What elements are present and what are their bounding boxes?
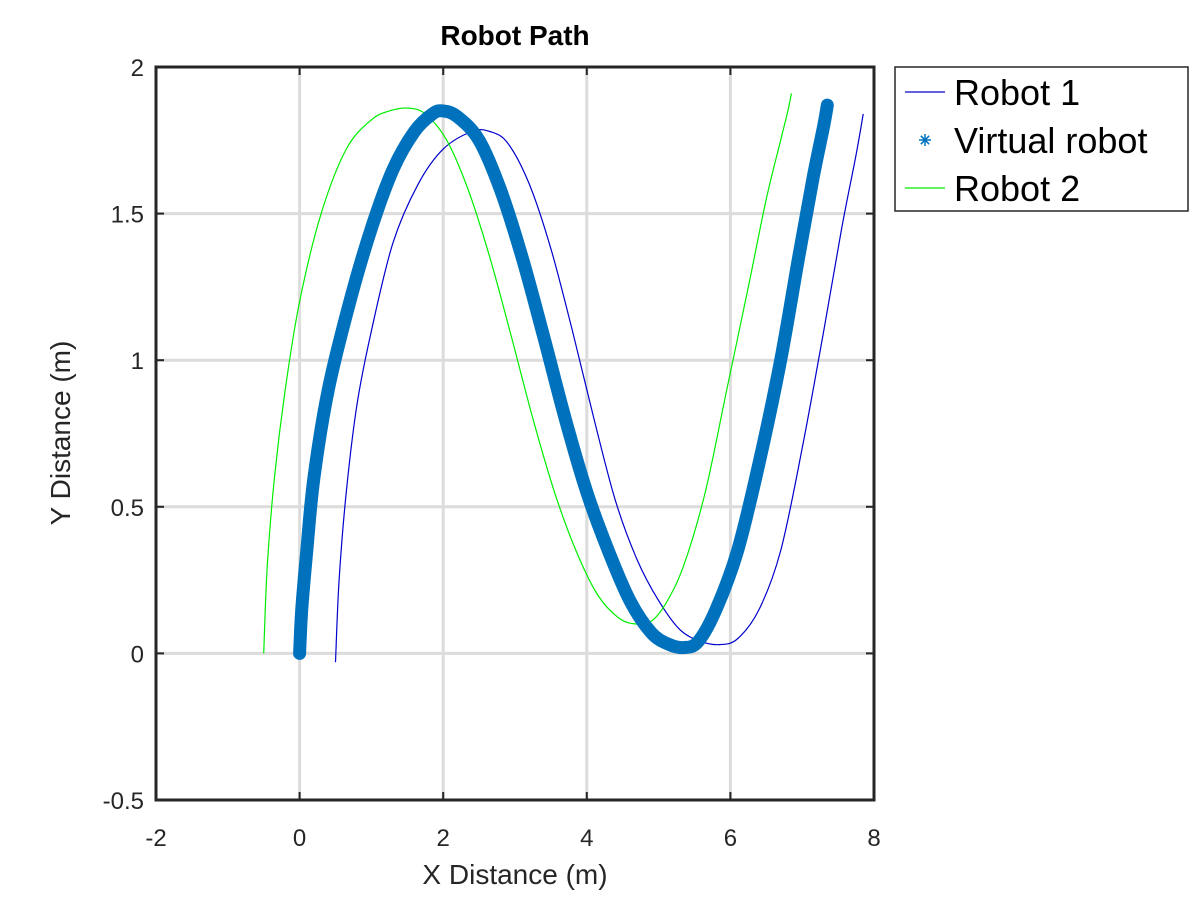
series-line-robot-2 (263, 93, 793, 654)
plot-area-border (154, 65, 876, 802)
virtual-robot-marker (731, 544, 744, 557)
virtual-robot-marker (792, 251, 805, 264)
virtual-robot-marker (426, 107, 439, 120)
x-tick-label: 6 (724, 825, 737, 852)
virtual-robot-marker (580, 486, 593, 499)
y-axis-label: Y Distance (m) (45, 341, 76, 526)
virtual-robot-marker (692, 635, 705, 648)
virtual-robot-marker (437, 104, 450, 117)
y-tick-label: 0.5 (111, 495, 144, 522)
x-tick-label: 8 (867, 825, 880, 852)
virtual-robot-marker (494, 184, 507, 197)
virtual-robot-marker (710, 603, 723, 616)
y-tick-label: 1.5 (111, 202, 144, 229)
x-axis-label: X Distance (m) (422, 859, 607, 890)
y-tick-label: -0.5 (103, 788, 144, 815)
legend-entry: Robot 1 (905, 72, 1080, 113)
virtual-robot-marker (343, 295, 356, 308)
legend-entry: Robot 2 (905, 168, 1080, 209)
virtual-robot-marker (623, 594, 636, 607)
virtual-robot-marker (295, 603, 308, 616)
legend-box (894, 66, 1189, 212)
virtual-robot-marker (559, 412, 572, 425)
virtual-robot-marker (451, 110, 464, 123)
virtual-robot-marker (408, 125, 421, 138)
legend-label: Robot 1 (954, 72, 1080, 113)
virtual-robot-marker (753, 456, 766, 469)
virtual-robot-marker (307, 471, 320, 484)
tick-layer: -2 0 2 4 6 8 -0.5 0 0.5 1 1.5 2 (103, 55, 881, 852)
chart-title: Robot Path (440, 20, 589, 51)
virtual-robot-marker (663, 638, 676, 651)
virtual-robot-marker (806, 172, 819, 185)
x-tick-label: -2 (145, 825, 166, 852)
virtual-robot-marker (774, 354, 787, 367)
virtual-robot-marker (677, 641, 690, 654)
plot-area-background (156, 67, 874, 800)
legend-swatch-asterisk (919, 134, 931, 146)
series-markers-virtual-robot (293, 99, 834, 660)
virtual-robot-marker (300, 544, 313, 557)
virtual-robot-marker (365, 222, 378, 235)
virtual-robot-marker (645, 626, 658, 639)
y-tick-label: 2 (131, 55, 144, 82)
virtual-robot-marker (293, 647, 306, 660)
virtual-robot-marker (516, 251, 529, 264)
legend: Robot 1 Virtual robot Robot 2 (894, 66, 1189, 212)
legend-entry: Virtual robot (919, 120, 1147, 161)
y-tick-label: 0 (131, 641, 144, 668)
virtual-robot-marker (473, 134, 486, 147)
virtual-robot-marker (817, 119, 830, 132)
x-tick-label: 2 (437, 825, 450, 852)
legend-label: Robot 2 (954, 168, 1080, 209)
legend-label: Virtual robot (954, 120, 1147, 161)
virtual-robot-marker (322, 383, 335, 396)
series-line-robot-1 (334, 113, 864, 663)
virtual-robot-marker (537, 330, 550, 343)
virtual-robot-marker (386, 163, 399, 176)
virtual-robot-marker (602, 544, 615, 557)
x-tick-label: 0 (293, 825, 306, 852)
series-layer (263, 93, 864, 663)
y-tick-label: 1 (131, 348, 144, 375)
virtual-robot-marker (821, 99, 834, 112)
x-tick-label: 4 (580, 825, 593, 852)
